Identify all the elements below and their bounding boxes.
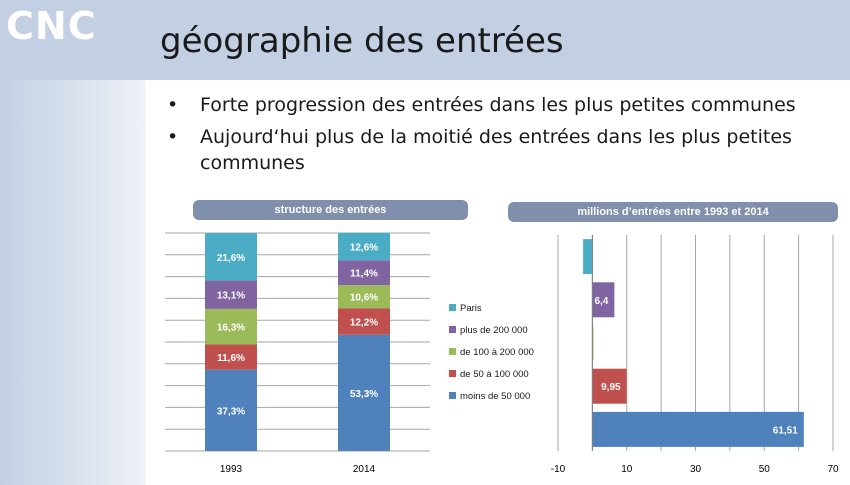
bar-segment: [205, 344, 257, 370]
legend-label: de 100 à 200 000: [460, 347, 534, 358]
bar-segment: [338, 285, 390, 309]
data-label: 11,4%: [350, 269, 378, 280]
bar: [592, 368, 627, 404]
data-label: 61,51: [773, 425, 798, 436]
data-label: 16,3%: [217, 323, 245, 334]
data-label: 11,6%: [217, 353, 245, 364]
x-tick-label: -10: [551, 464, 566, 475]
x-tick-label: 2014: [353, 464, 376, 475]
legend-swatch: [449, 304, 456, 311]
header-band: [0, 0, 850, 80]
data-label: 12,2%: [350, 318, 378, 329]
bullet-item: Aujourd‘hui plus de la moitié des entrée…: [165, 124, 835, 176]
bar-segment: [338, 232, 390, 261]
horizontal-bar-chart: 6,4 9,95 61,51 -10 10 30 50 70: [551, 235, 839, 475]
chart1-title: structure des entrées: [193, 200, 468, 220]
legend-swatch: [449, 326, 456, 333]
bar-segment: [205, 308, 257, 345]
legend-label: plus de 200 000: [460, 325, 528, 336]
bar-segment: [205, 280, 257, 309]
legend-label: moins de 50 000: [460, 391, 530, 402]
x-tick-label: 70: [827, 464, 839, 475]
chart2-title: millions d’entrées entre 1993 et 2014: [508, 202, 838, 222]
legend-swatch: [449, 348, 456, 355]
legend-swatch: [449, 392, 456, 399]
data-label: 9,95: [601, 382, 621, 393]
bar: [592, 282, 615, 318]
page-title: géographie des entrées: [160, 21, 564, 61]
bar: [583, 239, 593, 275]
bullet-list: Forte progression des entrées dans les p…: [165, 92, 835, 182]
bar-segment: [205, 369, 257, 451]
bar-segment: [338, 260, 390, 286]
data-label: 12,6%: [350, 243, 378, 254]
x-tick-label: 10: [621, 464, 633, 475]
data-label: 10,6%: [350, 293, 378, 304]
data-label: 13,1%: [217, 291, 245, 302]
data-label: 21,6%: [217, 253, 245, 264]
stacked-bar-chart: 37,3% 11,6% 16,3% 13,1% 21,6% 1993 53,3% 12,2% 1…: [165, 232, 430, 475]
legend-swatch: [449, 370, 456, 377]
legend-label: Paris: [460, 303, 482, 314]
data-label: 37,3%: [217, 406, 245, 417]
chart-legend: Paris plus de 200 000 de 100 à 200 000 de 5…: [449, 303, 534, 402]
side-band: [0, 80, 145, 485]
bar: [592, 411, 804, 447]
cnc-logo: CNC: [6, 4, 97, 48]
x-tick-label: 30: [690, 464, 702, 475]
bar-segment: [338, 334, 390, 451]
bar-segment: [338, 308, 390, 335]
x-tick-label: 1993: [220, 464, 243, 475]
data-label: 6,4: [594, 296, 608, 307]
data-label: 53,3%: [350, 389, 378, 400]
x-tick-label: 50: [759, 464, 771, 475]
bullet-item: Forte progression des entrées dans les p…: [165, 92, 835, 118]
legend-label: de 50 à 100 000: [460, 369, 529, 380]
bar-segment: [205, 233, 257, 281]
bar: [592, 325, 594, 361]
